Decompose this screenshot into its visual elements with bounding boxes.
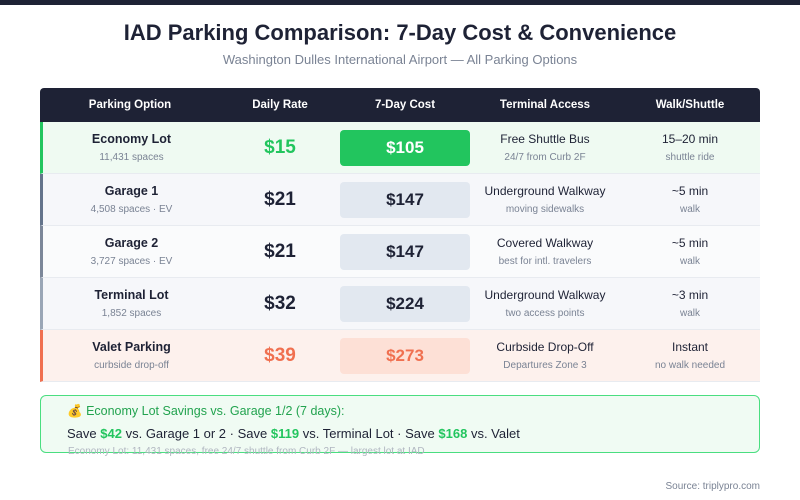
- walk: ~5 min: [671, 184, 709, 198]
- subtitle: Washington Dulles International Airport …: [222, 52, 578, 67]
- cost-cell: $105: [340, 129, 470, 166]
- access-cell: Free Shuttle Bus 24/7 from Curb 2F: [470, 132, 620, 163]
- option-detail: curbside drop-off: [94, 360, 169, 371]
- weekly-cost: $273: [340, 337, 470, 374]
- option-cell: Terminal Lot 1,852 spaces: [43, 288, 220, 319]
- walk-detail: no walk needed: [654, 360, 726, 371]
- daily-rate: $21: [264, 188, 296, 210]
- cost-cell: $273: [340, 337, 470, 374]
- save-target: vs. Terminal Lot: [302, 426, 394, 441]
- save-prefix: Save: [405, 426, 435, 441]
- table-row: Garage 1 4,508 spaces · EV $21 $147 Undergro…: [40, 174, 760, 226]
- column-header: Daily Rate: [252, 99, 308, 111]
- walk-detail: walk: [679, 308, 700, 319]
- source: Source: triplypro.com: [665, 481, 760, 492]
- daily-rate: $39: [264, 344, 296, 366]
- walk-detail: shuttle ride: [665, 152, 715, 163]
- savings-heading: Economy Lot Savings vs. Garage 1/2 (7 da…: [86, 404, 345, 418]
- weekly-cost: $147: [340, 181, 470, 218]
- separator: ·: [397, 426, 402, 441]
- column-header: Terminal Access: [499, 99, 591, 111]
- walk-detail: walk: [679, 204, 700, 215]
- cost-cell: $224: [340, 285, 470, 322]
- walk: ~3 min: [671, 288, 709, 302]
- save-target: vs. Garage 1 or 2: [125, 426, 227, 441]
- walk-cell: Instant no walk needed: [620, 340, 760, 371]
- weekly-cost: $147: [340, 233, 470, 270]
- access: Covered Walkway: [496, 236, 594, 250]
- walk-cell: ~5 min walk: [620, 184, 760, 215]
- walk: ~5 min: [671, 236, 709, 250]
- option-cell: Economy Lot 11,431 spaces: [43, 132, 220, 163]
- rate-cell: $39: [220, 345, 340, 367]
- table: Parking Option Daily Rate 7-Day Cost Termin…: [40, 88, 760, 382]
- footnote: Economy Lot: 11,431 spaces, free 24/7 sh…: [68, 446, 425, 457]
- title: IAD Parking Comparison: 7-Day Cost & Con…: [123, 20, 677, 45]
- table-row: Economy Lot 11,431 spaces $15 $105 Free Shut…: [40, 122, 760, 174]
- cost-cell: $147: [340, 233, 470, 270]
- access: Curbside Drop-Off: [496, 340, 594, 354]
- option-detail: 3,727 spaces · EV: [90, 256, 173, 267]
- rate-cell: $21: [220, 241, 340, 263]
- option-name: Valet Parking: [92, 340, 171, 354]
- walk-cell: 15–20 min shuttle ride: [620, 132, 760, 163]
- access-cell: Curbside Drop-Off Departures Zone 3: [470, 340, 620, 371]
- savings-line: Save $42 vs. Garage 1 or 2 · Save $119 v…: [67, 426, 733, 441]
- walk: Instant: [671, 340, 709, 354]
- access: Underground Walkway: [484, 184, 606, 198]
- daily-rate: $32: [264, 292, 296, 314]
- option-name: Garage 2: [104, 236, 159, 250]
- option-name: Garage 1: [104, 184, 159, 198]
- rate-cell: $21: [220, 189, 340, 211]
- save-amount: $42: [100, 426, 122, 441]
- cost-cell: $147: [340, 181, 470, 218]
- access: Underground Walkway: [484, 288, 606, 302]
- save-prefix: Save: [237, 426, 268, 441]
- weekly-cost: $224: [340, 285, 470, 322]
- access-detail: 24/7 from Curb 2F: [504, 152, 586, 163]
- column-header: Walk/Shuttle: [655, 99, 725, 111]
- separator: ·: [229, 426, 235, 441]
- savings-title: 💰 Economy Lot Savings vs. Garage 1/2 (7 …: [67, 404, 733, 419]
- access-detail: moving sidewalks: [505, 204, 585, 215]
- option-cell: Garage 1 4,508 spaces · EV: [43, 184, 220, 215]
- walk-detail: walk: [679, 256, 700, 267]
- top-bar: [0, 0, 800, 5]
- table-header: Parking Option Daily Rate 7-Day Cost Termin…: [40, 88, 760, 122]
- savings-box: 💰 Economy Lot Savings vs. Garage 1/2 (7 …: [40, 395, 760, 453]
- icon: 💰: [67, 404, 83, 418]
- column-header: Parking Option: [88, 99, 172, 111]
- column-header: 7-Day Cost: [374, 99, 436, 111]
- walk-cell: ~5 min walk: [620, 236, 760, 267]
- option-detail: 4,508 spaces · EV: [90, 204, 173, 215]
- option-cell: Garage 2 3,727 spaces · EV: [43, 236, 220, 267]
- save-amount: $168: [438, 426, 468, 441]
- save-prefix: Save: [67, 426, 97, 441]
- save-amount: $119: [270, 426, 300, 441]
- access-cell: Covered Walkway best for intl. travelers: [470, 236, 620, 267]
- access-detail: Departures Zone 3: [503, 360, 587, 371]
- access-cell: Underground Walkway moving sidewalks: [470, 184, 620, 215]
- access-detail: two access points: [505, 308, 585, 319]
- option-detail: 1,852 spaces: [101, 308, 162, 319]
- weekly-cost: $105: [340, 129, 470, 166]
- rate-cell: $15: [220, 137, 340, 159]
- table-row: Terminal Lot 1,852 spaces $32 $224 Undergrou…: [40, 278, 760, 330]
- option-cell: Valet Parking curbside drop-off: [43, 340, 220, 371]
- table-row: Garage 2 3,727 spaces · EV $21 $147 Covered …: [40, 226, 760, 278]
- option-name: Economy Lot: [91, 132, 172, 146]
- access-detail: best for intl. travelers: [498, 256, 592, 267]
- walk-cell: ~3 min walk: [620, 288, 760, 319]
- access: Free Shuttle Bus: [500, 132, 590, 146]
- table-row: Valet Parking curbside drop-off $39 $273 Cur…: [40, 330, 760, 382]
- option-name: Terminal Lot: [94, 288, 169, 302]
- access-cell: Underground Walkway two access points: [470, 288, 620, 319]
- rate-cell: $32: [220, 293, 340, 315]
- daily-rate: $21: [264, 240, 296, 262]
- save-target: vs. Valet: [470, 426, 520, 441]
- option-detail: 11,431 spaces: [99, 152, 164, 163]
- walk: 15–20 min: [661, 132, 719, 146]
- daily-rate: $15: [264, 136, 296, 158]
